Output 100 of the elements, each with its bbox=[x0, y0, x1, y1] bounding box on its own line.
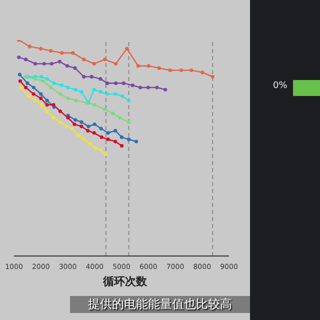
point bbox=[164, 88, 168, 92]
point bbox=[64, 124, 68, 128]
point bbox=[39, 46, 43, 50]
point bbox=[86, 124, 90, 128]
point bbox=[114, 92, 118, 96]
point bbox=[82, 138, 86, 142]
point bbox=[92, 62, 96, 66]
point bbox=[136, 64, 140, 68]
point bbox=[70, 126, 74, 130]
point bbox=[118, 116, 122, 120]
point bbox=[45, 109, 49, 114]
point bbox=[102, 107, 106, 111]
point bbox=[73, 88, 78, 92]
point bbox=[32, 92, 36, 96]
point bbox=[58, 109, 62, 114]
point bbox=[19, 86, 23, 90]
point bbox=[73, 66, 77, 70]
x-axis-title: 循环次数 bbox=[102, 274, 148, 289]
point bbox=[92, 122, 96, 126]
point bbox=[66, 96, 70, 100]
point bbox=[106, 138, 110, 142]
point bbox=[39, 96, 43, 100]
point bbox=[105, 92, 110, 96]
point bbox=[58, 92, 62, 96]
point bbox=[120, 135, 124, 139]
point bbox=[122, 81, 126, 85]
point bbox=[200, 70, 204, 74]
point bbox=[72, 122, 76, 126]
point bbox=[126, 138, 131, 142]
point bbox=[106, 131, 110, 135]
point bbox=[103, 58, 107, 62]
point bbox=[146, 64, 150, 68]
point bbox=[190, 68, 194, 72]
point bbox=[104, 152, 108, 156]
point bbox=[18, 72, 22, 76]
point bbox=[80, 124, 84, 128]
point bbox=[71, 51, 75, 55]
point bbox=[126, 120, 131, 124]
point bbox=[82, 74, 86, 79]
point bbox=[98, 90, 102, 94]
point bbox=[60, 84, 64, 88]
point bbox=[39, 92, 43, 96]
point bbox=[146, 86, 150, 90]
point bbox=[33, 62, 38, 66]
point bbox=[134, 140, 138, 144]
point bbox=[157, 66, 161, 70]
point bbox=[82, 58, 86, 62]
point bbox=[120, 94, 124, 98]
text: 提供的电能能量值也比较高 bbox=[70, 296, 250, 313]
point bbox=[114, 62, 118, 66]
point bbox=[18, 79, 22, 83]
point bbox=[76, 133, 80, 137]
point bbox=[58, 120, 62, 124]
point bbox=[17, 55, 21, 60]
point bbox=[114, 81, 118, 85]
point bbox=[24, 86, 28, 90]
point bbox=[86, 128, 90, 133]
point bbox=[92, 131, 96, 135]
point bbox=[210, 74, 214, 79]
point bbox=[41, 79, 45, 83]
point bbox=[40, 74, 44, 79]
point bbox=[26, 81, 30, 85]
point bbox=[28, 44, 32, 48]
point bbox=[45, 103, 49, 107]
point bbox=[114, 128, 118, 133]
point bbox=[45, 98, 49, 102]
point bbox=[58, 60, 62, 64]
point bbox=[40, 103, 44, 107]
point bbox=[138, 86, 142, 90]
point bbox=[88, 142, 92, 146]
point bbox=[100, 135, 104, 139]
point bbox=[94, 146, 98, 150]
point bbox=[90, 74, 94, 79]
point bbox=[65, 64, 70, 68]
point bbox=[130, 84, 134, 88]
point bbox=[50, 62, 54, 66]
point bbox=[45, 77, 49, 81]
point bbox=[99, 126, 103, 130]
point bbox=[98, 77, 102, 81]
point bbox=[66, 86, 70, 90]
point bbox=[33, 98, 38, 102]
point bbox=[66, 116, 70, 120]
point bbox=[80, 120, 84, 124]
point bbox=[32, 86, 36, 90]
point bbox=[126, 98, 131, 102]
point bbox=[52, 116, 56, 120]
point bbox=[120, 144, 124, 148]
point bbox=[111, 112, 115, 116]
point bbox=[73, 118, 78, 122]
point bbox=[60, 51, 64, 55]
point bbox=[92, 88, 96, 92]
point bbox=[49, 86, 53, 90]
point bbox=[27, 94, 31, 98]
point bbox=[114, 140, 118, 144]
point bbox=[80, 90, 84, 94]
point bbox=[24, 58, 28, 62]
point bbox=[33, 77, 38, 81]
point bbox=[155, 86, 159, 90]
point bbox=[92, 103, 96, 107]
point bbox=[49, 49, 53, 53]
